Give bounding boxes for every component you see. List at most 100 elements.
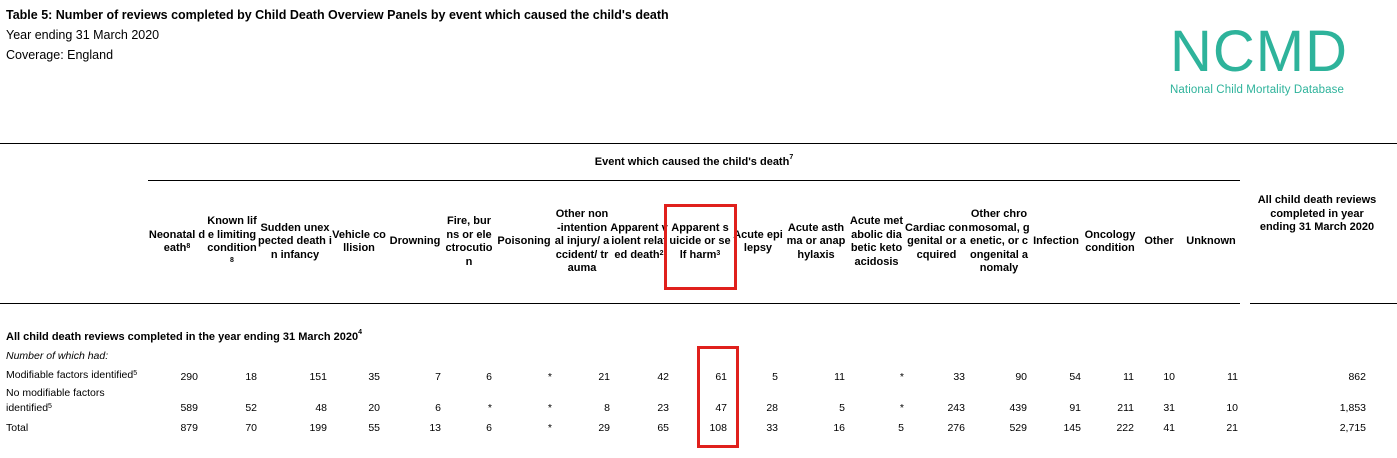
table-cell: 11: [834, 371, 845, 383]
column-header-label: Apparent suicide or self harm: [669, 221, 731, 261]
row-label-text: Modifiable factors identified: [6, 369, 134, 381]
table-cell: 33: [953, 371, 965, 383]
column-header-text: Oncology condition: [1082, 229, 1138, 256]
column-header-sup: 2: [659, 249, 664, 257]
column-header: Drowning: [386, 182, 444, 302]
column-header: Acute asthma or anaphylaxis: [784, 182, 848, 302]
column-header: Acute metabolic diabetic ketoacidosis: [848, 182, 905, 302]
column-header-text: Acute asthma or anaphylaxis: [784, 222, 848, 263]
column-header: Other chromosomal, genetic, or congenita…: [968, 182, 1030, 302]
row-label-text: Total: [6, 422, 29, 434]
table-cell: 48: [315, 402, 327, 414]
column-header-label: Poisoning: [497, 235, 551, 248]
table-cell: 31: [1163, 402, 1175, 414]
table-cell: 529: [1009, 422, 1027, 434]
column-header-text: Other non-intentional injury/ accident/ …: [554, 208, 610, 276]
table-cell: 61: [715, 371, 727, 383]
table-cell: 21: [598, 371, 610, 383]
table-cell: 11: [1123, 371, 1134, 383]
column-header: Oncology condition: [1082, 182, 1138, 302]
table-cell: 28: [766, 402, 778, 414]
table-cell: 29: [598, 422, 610, 434]
column-header-label: Oncology condition: [1084, 228, 1136, 255]
values-highlight-box: [697, 346, 739, 448]
table-cell: 6: [486, 371, 492, 383]
table-cell: 5: [898, 422, 904, 434]
header-highlight-box: [664, 204, 737, 290]
column-header-text: Poisoning: [497, 235, 550, 249]
column-header-text: Cardiac congenital or acquired: [905, 222, 968, 263]
column-header-text: Neonatal death8: [148, 229, 206, 256]
column-header-text: Acute metabolic diabetic ketoacidosis: [848, 215, 905, 269]
column-header-label: Acute epilepsy: [733, 228, 783, 255]
column-header-sup: 8: [186, 243, 191, 250]
row-label-text: No modifiable factors identified: [6, 387, 105, 414]
row-total-cell: 862: [1348, 371, 1366, 383]
logo-subtitle: National Child Mortality Database: [1170, 84, 1344, 96]
table-cell: 243: [947, 402, 965, 414]
table-cell: 33: [766, 422, 778, 434]
table-cell: 55: [368, 422, 380, 434]
row-label-sup: 5: [133, 370, 138, 377]
row-label: Total: [6, 421, 176, 436]
coverage-text: Coverage: England: [6, 48, 114, 62]
column-header-text: Apparent violent related death2: [610, 222, 668, 263]
all-reviews-column-header: All child death reviews completed in yea…: [1257, 194, 1377, 233]
group-header-sup: 7: [789, 154, 794, 161]
column-header-text: Sudden unexpected death in infancy: [258, 222, 332, 263]
column-header: Sudden unexpected death in infancy: [258, 182, 332, 302]
table-cell: 6: [435, 402, 441, 414]
logo-wordmark: NCMD: [1170, 19, 1348, 84]
column-header-label: Acute metabolic diabetic ketoacidosis: [849, 215, 904, 268]
header-bottom-rule-left: [0, 303, 1240, 304]
column-header-label: Cardiac congenital or acquired: [905, 221, 968, 261]
row-label: No modifiable factors identified5: [6, 386, 126, 416]
table-cell: 5: [839, 402, 845, 414]
table-cell: 47: [715, 402, 727, 414]
column-header-text: Drowning: [390, 235, 441, 249]
column-header-text: Infection: [1033, 235, 1079, 249]
column-header: Apparent violent related death2: [610, 182, 668, 302]
table-cell: *: [547, 371, 552, 383]
table-cell: *: [899, 371, 904, 383]
column-header-sup: 3: [716, 249, 721, 257]
table-cell: 91: [1069, 402, 1081, 414]
table-cell: 199: [309, 422, 327, 434]
table-cell: 11: [1227, 371, 1238, 383]
column-header-label: Neonatal death: [148, 228, 206, 255]
table-cell: 42: [657, 371, 669, 383]
section-title-sup: 4: [358, 329, 363, 336]
column-header-label: Known life limiting condition: [207, 215, 257, 254]
group-header: Event which caused the child's death7: [148, 154, 1240, 168]
row-total-cell: 1,853: [1339, 402, 1366, 414]
column-header-text: Acute epilepsy: [733, 229, 783, 256]
column-header-text: Fire, burns or electrocution: [444, 215, 494, 269]
table-cell: 879: [180, 422, 198, 434]
column-header-text: Unknown: [1186, 235, 1236, 249]
table-cell: 276: [947, 422, 965, 434]
column-header: Fire, burns or electrocution: [444, 182, 494, 302]
ncmd-logo: NCMD National Child Mortality Database: [1170, 19, 1380, 97]
column-header-label: Other non-intentional injury/ accident/ …: [554, 208, 610, 275]
table-cell: 10: [1163, 371, 1175, 383]
group-rule: [148, 180, 1240, 181]
table-cell: 18: [245, 371, 257, 383]
table-cell: 21: [1226, 422, 1238, 434]
column-header-label: Unknown: [1186, 235, 1236, 248]
section-title-text: All child death reviews completed in the…: [6, 331, 359, 343]
column-header: Neonatal death8: [148, 182, 206, 302]
table-cell: 290: [180, 371, 198, 383]
table-cell: *: [547, 402, 552, 414]
column-header-label: Acute asthma or anaphylaxis: [786, 221, 846, 261]
column-header: Cardiac congenital or acquired: [905, 182, 968, 302]
row-label-sup: 5: [48, 403, 52, 410]
table-cell: 23: [657, 402, 669, 414]
period-text: Year ending 31 March 2020: [6, 28, 160, 42]
table-cell: 6: [486, 422, 492, 434]
column-header-text: Apparent suicide or self harm3: [668, 222, 732, 263]
column-header-sup: 8: [230, 256, 234, 264]
table-cell: 35: [368, 371, 380, 383]
table-cell: 70: [245, 422, 257, 434]
table-cell: 52: [245, 402, 257, 414]
column-header-label: Drowning: [389, 235, 441, 248]
